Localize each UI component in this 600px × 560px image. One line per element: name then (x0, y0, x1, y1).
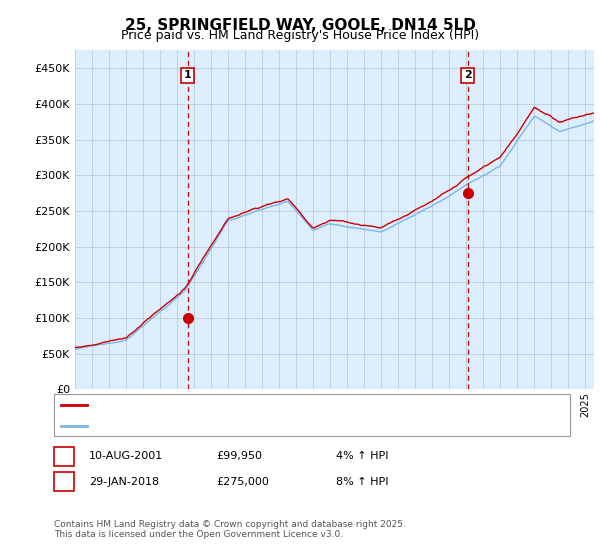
Text: 4% ↑ HPI: 4% ↑ HPI (336, 451, 389, 461)
Text: 2: 2 (464, 71, 472, 81)
Text: £275,000: £275,000 (216, 477, 269, 487)
Text: HPI: Average price, detached house, East Riding of Yorkshire: HPI: Average price, detached house, East… (91, 421, 407, 431)
Text: £99,950: £99,950 (216, 451, 262, 461)
Text: 1: 1 (184, 71, 191, 81)
Text: 2: 2 (60, 475, 68, 488)
Text: Contains HM Land Registry data © Crown copyright and database right 2025.
This d: Contains HM Land Registry data © Crown c… (54, 520, 406, 539)
Text: 1: 1 (60, 450, 68, 463)
Text: 25, SPRINGFIELD WAY, GOOLE, DN14 5LD: 25, SPRINGFIELD WAY, GOOLE, DN14 5LD (125, 18, 475, 33)
Text: 29-JAN-2018: 29-JAN-2018 (89, 477, 159, 487)
Text: 8% ↑ HPI: 8% ↑ HPI (336, 477, 389, 487)
Text: Price paid vs. HM Land Registry's House Price Index (HPI): Price paid vs. HM Land Registry's House … (121, 29, 479, 42)
Text: 25, SPRINGFIELD WAY, GOOLE, DN14 5LD (detached house): 25, SPRINGFIELD WAY, GOOLE, DN14 5LD (de… (91, 400, 402, 410)
Text: 10-AUG-2001: 10-AUG-2001 (89, 451, 163, 461)
